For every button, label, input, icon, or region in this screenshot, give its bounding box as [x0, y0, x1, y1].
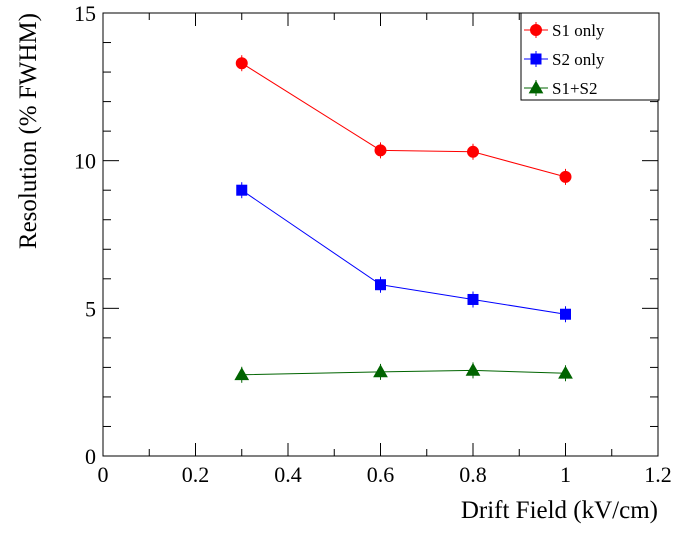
data-point — [560, 308, 571, 320]
data-point — [467, 145, 479, 158]
data-point — [374, 144, 387, 157]
x-tick-label: 0.6 — [367, 462, 395, 487]
y-tick-label: 0 — [85, 444, 96, 469]
legend-marker — [530, 24, 542, 36]
x-tick-label: 0 — [98, 462, 109, 487]
series-line — [241, 369, 566, 376]
y-tick-label: 10 — [74, 149, 96, 174]
legend-label: S2 only — [552, 50, 605, 69]
data-point — [236, 184, 248, 196]
legend: S1 only S2 only S1+S2 — [520, 12, 660, 101]
y-tick-label: 15 — [74, 1, 96, 26]
legend-entry: S1+S2 — [524, 79, 598, 98]
x-axis-label: Drift Field (kV/cm) — [461, 497, 658, 524]
x-tick-label: 1 — [560, 462, 571, 487]
series-s2-only — [236, 182, 571, 323]
data-point — [558, 365, 573, 379]
y-axis-label: Resolution (% FWHM) — [15, 13, 42, 249]
series-line — [241, 189, 566, 315]
data-point — [559, 170, 572, 183]
x-tick-label: 0.2 — [182, 462, 210, 487]
data-point — [375, 279, 386, 291]
legend-entry: S1 only — [524, 21, 605, 40]
data-point — [235, 57, 248, 70]
legend-marker — [530, 53, 542, 65]
x-tick-label: 0.4 — [274, 462, 302, 487]
series-s1-only — [235, 55, 572, 185]
legend-box — [520, 12, 660, 101]
data-point — [234, 367, 250, 381]
series-line — [241, 62, 566, 178]
x-tick-label: 1.2 — [644, 462, 672, 487]
legend-marker — [528, 80, 544, 94]
legend-label: S1 only — [552, 21, 605, 40]
data-point — [467, 293, 479, 305]
legend-label: S1+S2 — [552, 79, 598, 98]
data-point — [373, 364, 388, 378]
legend-entry: S2 only — [524, 50, 605, 69]
x-tick-label: 0.8 — [459, 462, 487, 487]
data-point — [465, 362, 481, 376]
y-tick-label: 5 — [85, 296, 96, 321]
series-s1-s2 — [234, 362, 573, 383]
series-layer — [234, 55, 573, 383]
